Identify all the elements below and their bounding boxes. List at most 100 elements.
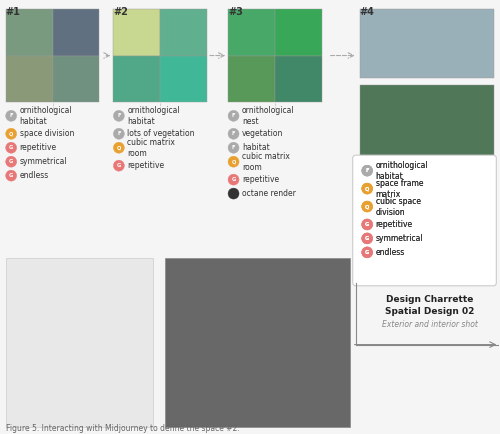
Bar <box>160 56 207 102</box>
Text: repetitive: repetitive <box>20 143 57 152</box>
Circle shape <box>362 201 372 212</box>
Circle shape <box>228 188 239 199</box>
Text: G: G <box>365 236 370 241</box>
Text: Q: Q <box>232 159 235 164</box>
Circle shape <box>362 165 372 176</box>
Text: room: room <box>242 163 262 172</box>
Text: habitat: habitat <box>376 171 404 181</box>
Circle shape <box>362 233 372 244</box>
Text: F: F <box>10 113 13 118</box>
Circle shape <box>362 247 372 258</box>
Circle shape <box>362 219 372 230</box>
Text: F: F <box>117 113 120 118</box>
Text: Q: Q <box>365 186 370 191</box>
Text: F: F <box>117 131 120 136</box>
Text: Q: Q <box>365 186 370 191</box>
Text: F: F <box>366 168 369 173</box>
Text: #4: #4 <box>360 7 374 16</box>
Circle shape <box>114 142 124 153</box>
Bar <box>114 9 160 56</box>
Circle shape <box>228 174 239 185</box>
Text: habitat: habitat <box>376 171 404 181</box>
Text: repetitive: repetitive <box>376 220 413 229</box>
Circle shape <box>362 183 372 194</box>
Bar <box>6 56 52 102</box>
Text: Q: Q <box>116 145 121 150</box>
Bar <box>52 56 100 102</box>
Circle shape <box>6 170 16 181</box>
Circle shape <box>6 142 16 153</box>
Circle shape <box>6 156 16 167</box>
Circle shape <box>6 128 16 139</box>
Text: F: F <box>232 113 235 118</box>
Text: division: division <box>376 207 406 217</box>
Text: vegetation: vegetation <box>242 129 284 138</box>
Text: cubic matrix: cubic matrix <box>242 151 290 161</box>
Text: matrix: matrix <box>376 190 401 199</box>
Text: habitat: habitat <box>242 143 270 152</box>
Text: repetitive: repetitive <box>242 175 279 184</box>
Text: cubic space: cubic space <box>376 197 420 206</box>
Bar <box>275 56 322 102</box>
Text: Q: Q <box>365 204 370 209</box>
Text: Q: Q <box>365 204 370 209</box>
Text: G: G <box>365 236 370 241</box>
Bar <box>6 258 154 427</box>
Text: G: G <box>116 163 121 168</box>
FancyBboxPatch shape <box>352 155 496 286</box>
Text: repetitive: repetitive <box>128 161 164 170</box>
Text: ornithological: ornithological <box>128 106 180 115</box>
Text: F: F <box>366 168 369 173</box>
Text: cubic space: cubic space <box>376 197 420 206</box>
Text: Exterior and interior shot: Exterior and interior shot <box>382 320 478 329</box>
Bar <box>360 9 494 79</box>
Text: space frame: space frame <box>376 179 423 187</box>
Text: habitat: habitat <box>128 117 155 126</box>
Bar <box>52 9 100 56</box>
Bar <box>160 9 207 56</box>
Text: #3: #3 <box>228 7 243 16</box>
Text: G: G <box>9 145 14 150</box>
Bar <box>6 9 52 56</box>
Text: room: room <box>128 149 147 158</box>
Text: ornithological: ornithological <box>20 106 72 115</box>
Text: Q: Q <box>9 131 14 136</box>
Text: G: G <box>365 222 370 227</box>
Circle shape <box>6 110 16 122</box>
Text: Figure 5. Interacting with Midjourney to define the space #2.: Figure 5. Interacting with Midjourney to… <box>6 424 240 433</box>
Circle shape <box>362 165 372 176</box>
Circle shape <box>228 110 239 122</box>
Text: G: G <box>365 250 370 255</box>
Bar <box>228 56 275 102</box>
Text: matrix: matrix <box>376 190 401 199</box>
Text: ornithological: ornithological <box>376 161 428 170</box>
Bar <box>360 85 494 155</box>
Bar <box>165 258 350 427</box>
Bar <box>114 56 160 102</box>
Text: endless: endless <box>376 248 405 257</box>
Text: space frame: space frame <box>376 179 423 187</box>
Bar <box>228 9 275 56</box>
Text: G: G <box>365 250 370 255</box>
Text: endless: endless <box>20 171 49 180</box>
Circle shape <box>228 142 239 153</box>
Circle shape <box>362 233 372 244</box>
Text: F: F <box>232 131 235 136</box>
Text: G: G <box>9 173 14 178</box>
Circle shape <box>362 247 372 258</box>
Text: habitat: habitat <box>20 117 48 126</box>
Text: G: G <box>9 159 14 164</box>
Text: #2: #2 <box>114 7 128 16</box>
Circle shape <box>228 128 239 139</box>
Text: Design Charrette
Spatial Design 02: Design Charrette Spatial Design 02 <box>385 295 474 316</box>
Text: space division: space division <box>20 129 74 138</box>
Text: symmetrical: symmetrical <box>376 234 424 243</box>
Text: #1: #1 <box>6 7 20 16</box>
Text: division: division <box>376 207 406 217</box>
Text: endless: endless <box>376 248 405 257</box>
Text: F: F <box>232 145 235 150</box>
Circle shape <box>114 160 124 171</box>
Text: ornithological: ornithological <box>376 161 428 170</box>
Text: symmetrical: symmetrical <box>20 157 68 166</box>
Bar <box>275 9 322 56</box>
